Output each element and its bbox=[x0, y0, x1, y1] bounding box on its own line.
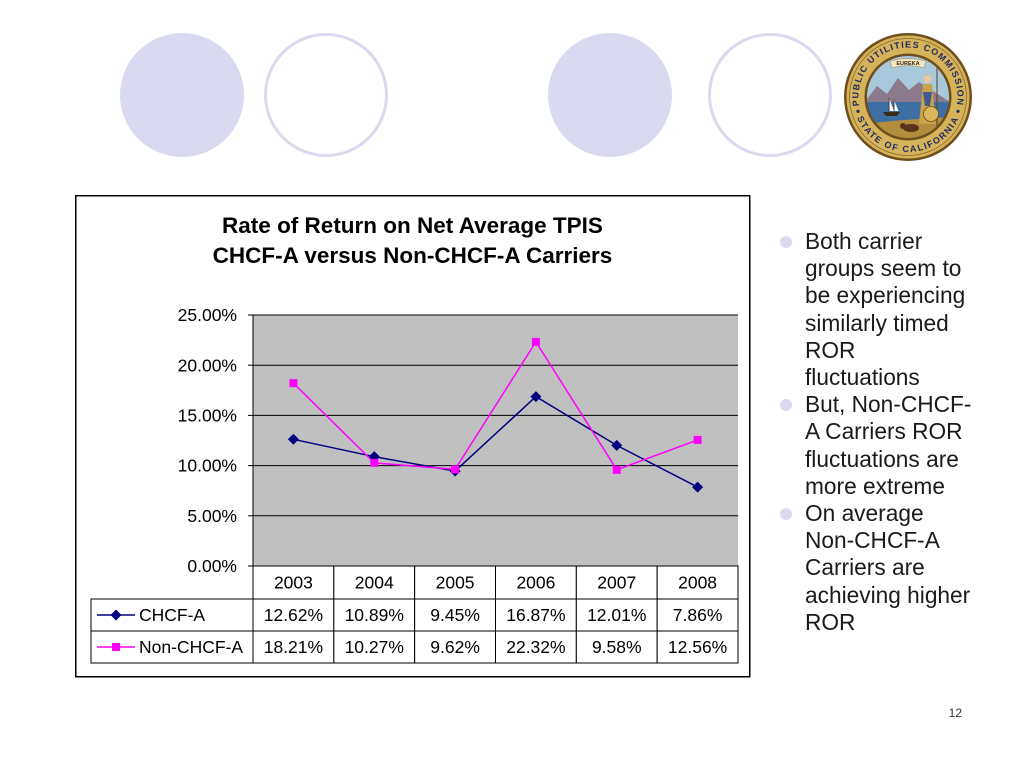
data-label: 7.86% bbox=[673, 605, 723, 625]
data-label: 9.62% bbox=[430, 637, 480, 657]
seal-bear-icon bbox=[900, 123, 919, 132]
chart-subtitle: CHCF-A versus Non-CHCF-A Carriers bbox=[213, 243, 613, 268]
x-category-label: 2004 bbox=[355, 573, 394, 593]
data-point bbox=[611, 439, 623, 451]
cpuc-seal-logo: PUBLIC UTILITIES COMMISSION STATE OF CAL… bbox=[844, 33, 972, 161]
table-header-cell bbox=[333, 565, 416, 600]
data-point bbox=[531, 337, 540, 346]
decor-circle-filled bbox=[120, 33, 244, 157]
data-point bbox=[612, 465, 621, 474]
decor-circle-outline bbox=[264, 33, 388, 157]
bullet-dot-icon bbox=[780, 399, 792, 412]
data-label: 10.89% bbox=[345, 605, 404, 625]
table-cell bbox=[414, 630, 496, 664]
table-cell bbox=[575, 630, 658, 664]
data-label: 18.21% bbox=[264, 637, 323, 657]
bullet-list: Both carrier groups seem to be experienc… bbox=[780, 228, 974, 636]
table-cell bbox=[495, 630, 577, 664]
bullet-dot-icon bbox=[780, 508, 792, 521]
data-label: 22.32% bbox=[506, 637, 565, 657]
table-cell bbox=[656, 630, 739, 664]
table-header-cell bbox=[414, 565, 496, 600]
decor-circle-filled bbox=[548, 33, 672, 157]
y-tick-label: 0.00% bbox=[187, 556, 237, 576]
seal-banner bbox=[889, 58, 927, 69]
seal-ship-icon bbox=[883, 98, 900, 116]
y-tick-label: 10.00% bbox=[178, 456, 237, 476]
seal-banner-text: EUREKA bbox=[896, 61, 919, 67]
chart-title: Rate of Return on Net Average TPIS bbox=[222, 213, 603, 238]
bullet-dot-icon bbox=[780, 236, 792, 248]
data-point bbox=[287, 433, 299, 445]
plot-background bbox=[253, 315, 738, 566]
data-point bbox=[451, 465, 460, 474]
seal-minerva-figure bbox=[919, 62, 939, 126]
x-category-label: 2007 bbox=[597, 573, 636, 593]
table-header-cell bbox=[575, 565, 658, 600]
page-number: 12 bbox=[948, 706, 962, 720]
bullet-item: But, Non-CHCF-A Carriers ROR fluctuation… bbox=[780, 391, 974, 500]
data-point bbox=[530, 391, 542, 403]
data-label: 12.01% bbox=[587, 605, 646, 625]
x-category-label: 2006 bbox=[516, 573, 555, 593]
rate-of-return-line-chart: Rate of Return on Net Average TPIS CHCF-… bbox=[75, 195, 751, 678]
bullet-text: Both carrier groups seem to be experienc… bbox=[805, 228, 966, 391]
x-category-label: 2003 bbox=[274, 573, 313, 593]
table-header-cell bbox=[495, 565, 577, 600]
bullet-text: On average Non-CHCF-A Carriers are achie… bbox=[805, 500, 971, 635]
x-category-label: 2008 bbox=[678, 573, 717, 593]
seal-shield-icon bbox=[923, 106, 939, 122]
series-line-2 bbox=[292, 340, 698, 471]
data-point bbox=[692, 481, 704, 493]
plot-area: 0.00% 5.00% 10.00% 15.00% 20.00% 25.00% bbox=[178, 305, 738, 576]
data-label: 9.45% bbox=[430, 605, 480, 625]
legend-key-marker bbox=[112, 643, 120, 651]
data-label: 12.56% bbox=[668, 637, 727, 657]
data-point bbox=[289, 379, 298, 388]
series-line-1 bbox=[293, 395, 698, 488]
bullet-item: On average Non-CHCF-A Carriers are achie… bbox=[780, 500, 974, 636]
legend-key-marker bbox=[110, 609, 122, 621]
y-tick-label: 25.00% bbox=[178, 305, 237, 325]
data-label: 16.87% bbox=[506, 605, 565, 625]
data-label: 10.27% bbox=[345, 637, 404, 657]
decor-circle-outline bbox=[708, 33, 832, 157]
data-label: 12.62% bbox=[264, 605, 323, 625]
data-label: 9.58% bbox=[592, 637, 642, 657]
bullet-item: Both carrier groups seem to be experienc… bbox=[780, 228, 974, 391]
y-tick-label: 15.00% bbox=[178, 406, 237, 426]
y-tick-label: 20.00% bbox=[178, 355, 237, 375]
bullet-text: But, Non-CHCF-A Carriers ROR fluctuation… bbox=[805, 391, 972, 499]
legend-label: Non-CHCF-A bbox=[139, 637, 243, 657]
data-table: 2003 2004 2005 2006 2007 2008 CHCF-A 12.62% 10.8… bbox=[90, 565, 739, 664]
table-cell bbox=[252, 598, 335, 632]
data-point bbox=[370, 458, 379, 467]
table-cell bbox=[252, 630, 335, 664]
legend-label: CHCF-A bbox=[139, 605, 205, 625]
y-tick-label: 5.00% bbox=[187, 506, 237, 526]
data-point bbox=[693, 435, 702, 444]
table-cell bbox=[495, 598, 577, 632]
x-category-label: 2005 bbox=[436, 573, 475, 593]
table-cell bbox=[333, 630, 416, 664]
